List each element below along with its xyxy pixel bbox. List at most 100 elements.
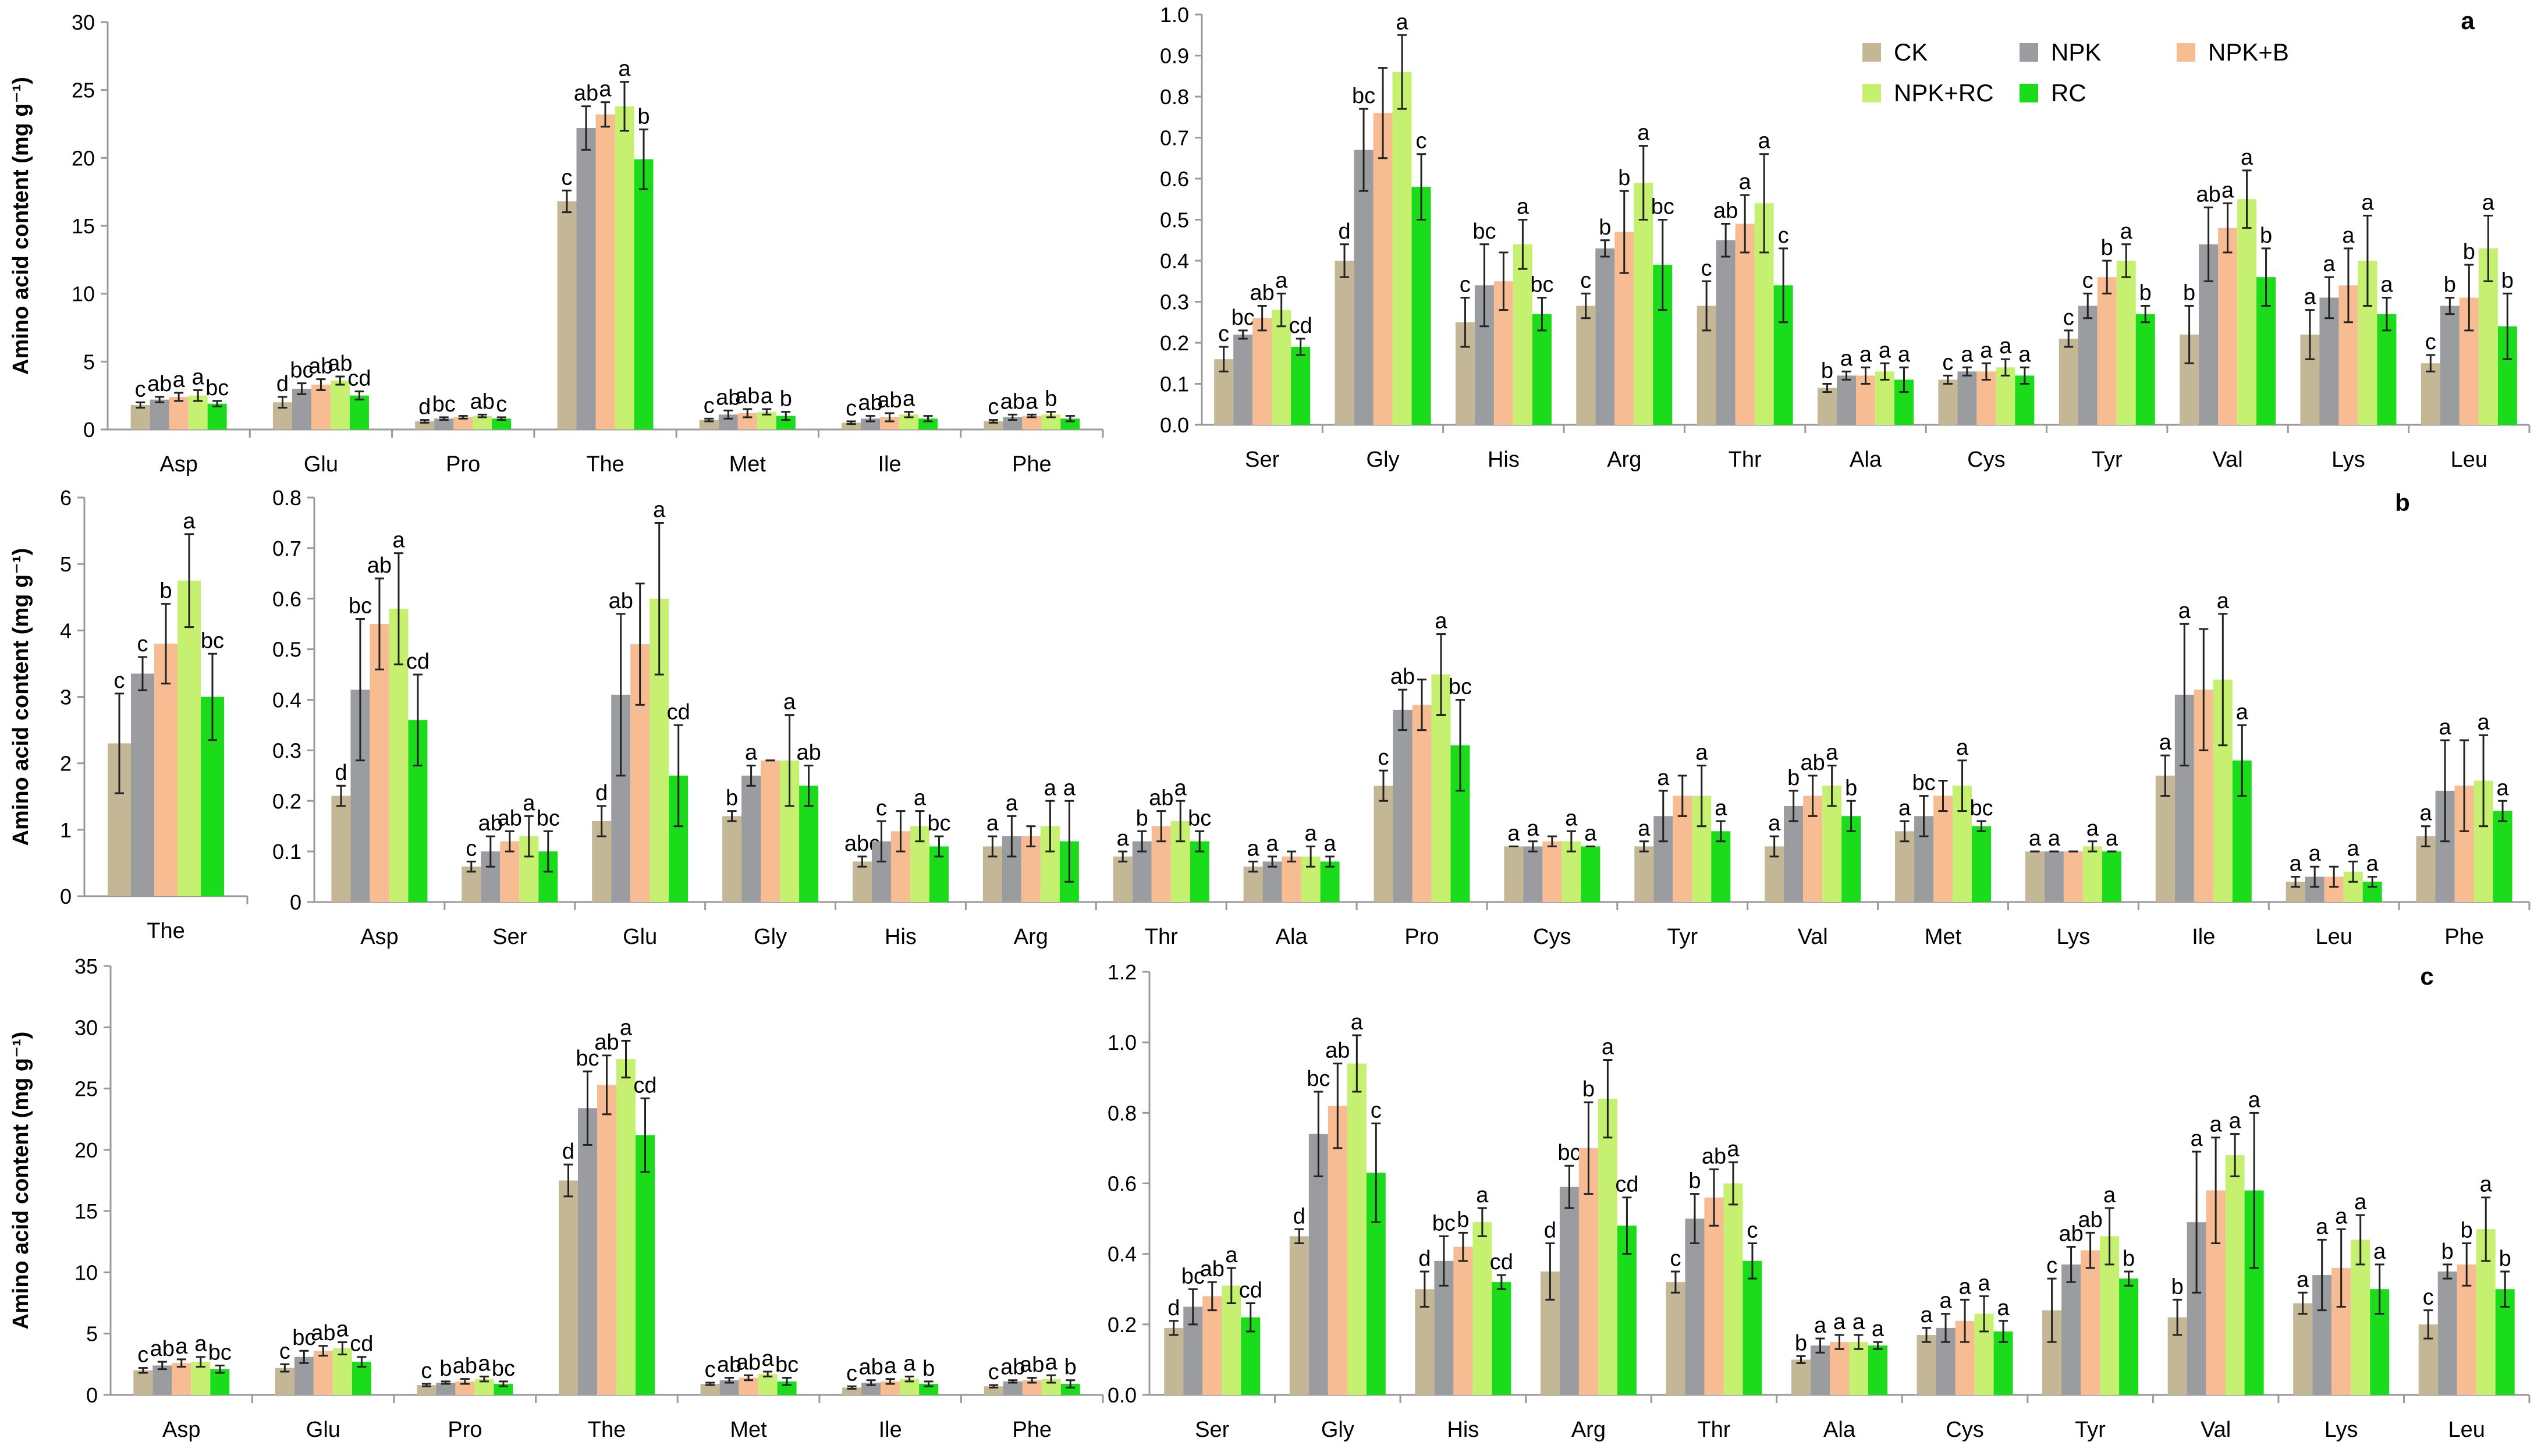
significance-label: bc xyxy=(432,392,456,417)
significance-label: ab xyxy=(328,351,352,376)
bar xyxy=(761,760,780,902)
x-tick-label: Met xyxy=(1925,925,1962,949)
significance-label: ab xyxy=(716,385,740,410)
y-tick-label: 0.5 xyxy=(1160,208,1189,232)
significance-label: a xyxy=(2373,1240,2386,1264)
bar xyxy=(1811,1345,1830,1395)
significance-label: b xyxy=(2499,1247,2511,1271)
significance-label: a xyxy=(1898,342,1911,367)
bar xyxy=(1716,240,1736,425)
significance-label: c xyxy=(2082,268,2093,293)
significance-label: c xyxy=(137,1343,148,1368)
y-tick-label: 0.0 xyxy=(1108,1383,1137,1407)
significance-label: bc xyxy=(537,806,560,830)
significance-label: c xyxy=(705,1358,716,1382)
significance-label: b xyxy=(922,1356,935,1381)
bar xyxy=(1453,1247,1473,1395)
bar xyxy=(2025,851,2045,902)
significance-label: a xyxy=(1324,832,1337,856)
significance-label: b xyxy=(2260,223,2272,248)
significance-label: a xyxy=(2086,816,2099,841)
bar xyxy=(313,1351,333,1395)
legend-item-npk: NPK xyxy=(2020,35,2101,70)
significance-label: b xyxy=(2123,1247,2135,1271)
significance-label: a xyxy=(1266,832,1279,856)
significance-label: ab xyxy=(859,1355,883,1380)
bar xyxy=(133,1370,153,1395)
bar xyxy=(1532,314,1552,425)
significance-label: ab xyxy=(1020,1353,1044,1377)
significance-label: a xyxy=(1602,1035,1614,1059)
bar xyxy=(2063,851,2083,902)
significance-label: b xyxy=(1045,387,1057,411)
bar xyxy=(494,1384,513,1395)
bar xyxy=(2078,306,2098,425)
significance-label: b xyxy=(1136,806,1148,830)
significance-label: c xyxy=(1778,223,1789,248)
x-tick-label: Thr xyxy=(1145,925,1178,949)
significance-label: cd xyxy=(1289,314,1312,338)
bar xyxy=(777,1381,797,1395)
significance-label: ab xyxy=(1000,389,1025,414)
bar xyxy=(1849,1342,1868,1395)
bar xyxy=(1542,841,1562,902)
significance-label: cd xyxy=(347,367,371,391)
x-tick-label: Arg xyxy=(1571,1418,1606,1442)
x-tick-label: Tyr xyxy=(1667,925,1698,949)
legend-swatch-rc xyxy=(2020,84,2038,102)
significance-label: d xyxy=(562,1139,574,1164)
x-tick-label: Ser xyxy=(1195,1418,1229,1442)
x-tick-label: Ser xyxy=(1245,448,1279,472)
significance-label: a xyxy=(2120,219,2133,244)
significance-label: a xyxy=(2178,599,2191,623)
significance-label: a xyxy=(1025,389,1038,414)
bar xyxy=(699,420,719,429)
y-tick-label: 0.8 xyxy=(1160,85,1189,109)
significance-label: ab xyxy=(2078,1208,2102,1232)
significance-label: ab xyxy=(498,806,522,830)
significance-label: a xyxy=(2309,841,2322,866)
x-tick-label: Lys xyxy=(2324,1418,2358,1442)
significance-label: d xyxy=(1167,1296,1180,1320)
significance-label: c xyxy=(988,1360,999,1384)
significance-label: ab xyxy=(1250,281,1275,306)
significance-label: c xyxy=(466,837,477,861)
bar xyxy=(1837,375,1856,425)
bar xyxy=(1262,861,1282,902)
significance-label: b xyxy=(1582,1077,1595,1102)
y-tick-label: 15 xyxy=(72,214,95,238)
bar xyxy=(758,1374,778,1395)
bar xyxy=(2225,1155,2245,1395)
significance-label: a xyxy=(2159,730,2172,755)
significance-label: c xyxy=(2423,1285,2434,1310)
significance-label: b xyxy=(2171,1274,2184,1299)
x-tick-label: Thr xyxy=(1729,448,1762,472)
significance-label: bc xyxy=(1530,272,1553,297)
chart-b-left: 0 1 2 3 4 5 6 The cc b a bc Amino acid content (mg g… xyxy=(9,486,249,943)
y-tick-label: 1.0 xyxy=(1160,3,1189,27)
bar xyxy=(1933,796,1953,902)
significance-label: c xyxy=(562,165,573,190)
bar xyxy=(984,421,1003,429)
bar xyxy=(1711,831,1731,902)
bar xyxy=(1634,846,1654,902)
bar xyxy=(332,1348,352,1395)
significance-label: a xyxy=(761,384,773,409)
significance-label: a xyxy=(1852,1310,1865,1334)
x-tick-label: Cys xyxy=(1946,1418,1983,1442)
significance-label: a xyxy=(183,509,196,534)
significance-label: a xyxy=(2439,715,2451,740)
bar xyxy=(1559,1187,1579,1395)
bar xyxy=(1354,150,1374,425)
x-tick-label: Leu xyxy=(2315,925,2352,949)
panel-letter: a xyxy=(2461,7,2475,34)
significance-label: a xyxy=(2480,1173,2493,1197)
bar xyxy=(1830,1342,1849,1395)
bar xyxy=(776,416,796,429)
y-tick-label: 0.7 xyxy=(1160,126,1189,150)
bar xyxy=(1328,1106,1347,1395)
x-tick-label: Pro xyxy=(1404,925,1439,949)
bar xyxy=(1666,1282,1685,1395)
significance-label: b xyxy=(1787,766,1800,790)
significance-label: ab xyxy=(1702,1144,1726,1169)
